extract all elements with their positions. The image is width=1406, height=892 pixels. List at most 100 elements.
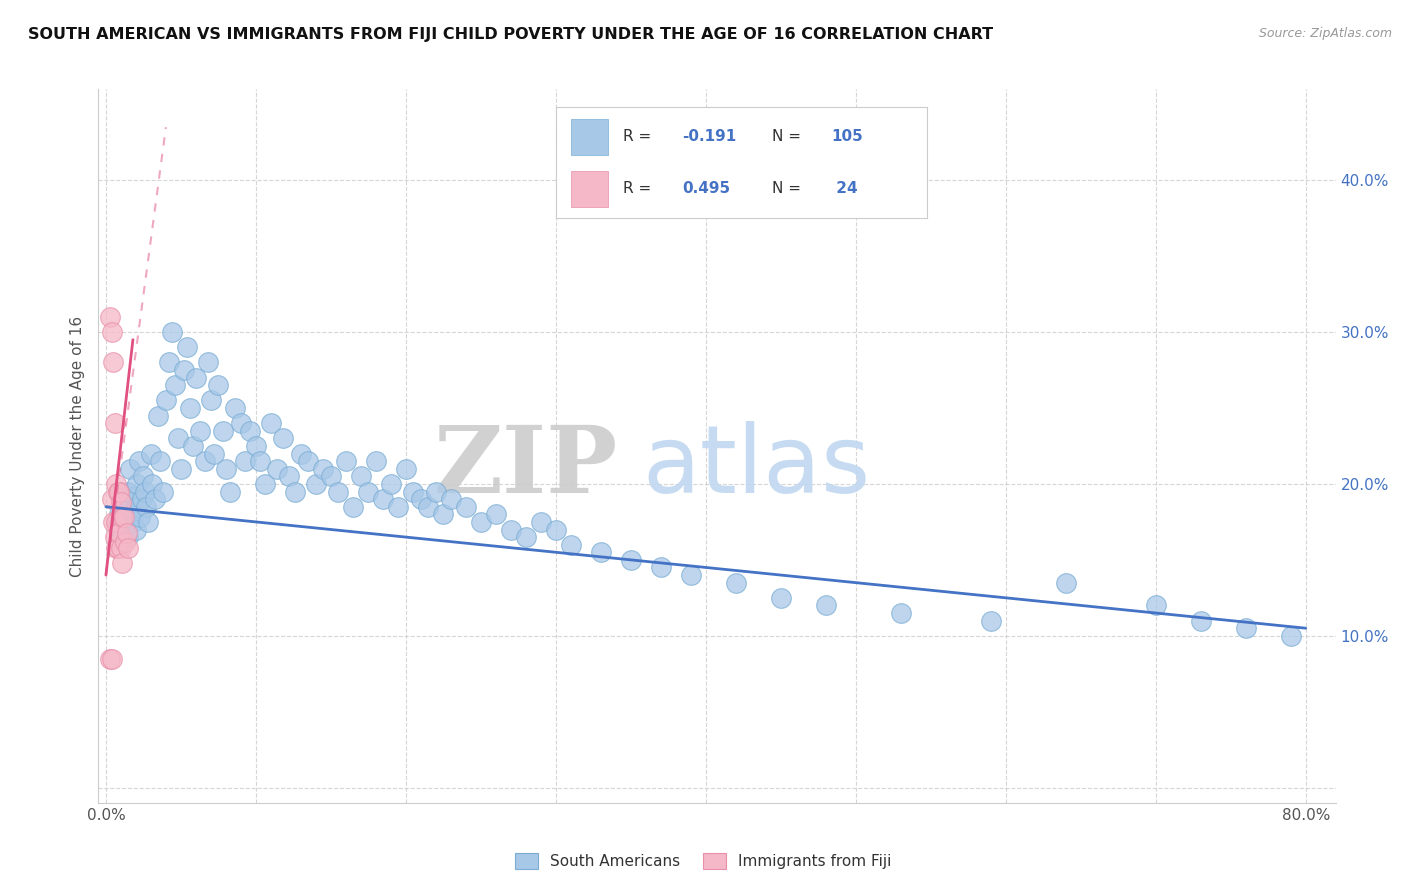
Point	[184, 370, 207, 384]
Point	[620, 553, 643, 567]
Point	[530, 515, 553, 529]
Point	[107, 541, 129, 555]
Point	[890, 606, 912, 620]
Point	[200, 393, 222, 408]
Point	[100, 310, 122, 324]
Point	[103, 355, 125, 369]
Point	[544, 523, 567, 537]
Point	[101, 325, 124, 339]
Point	[117, 484, 139, 499]
Point	[114, 534, 136, 549]
Point	[335, 454, 357, 468]
Point	[105, 515, 128, 529]
Point	[1054, 575, 1077, 590]
Text: atlas: atlas	[643, 421, 872, 514]
Point	[249, 454, 271, 468]
Point	[207, 378, 229, 392]
Point	[101, 651, 124, 665]
Point	[470, 515, 492, 529]
Point	[108, 525, 131, 540]
Point	[105, 541, 128, 555]
Point	[176, 340, 198, 354]
Point	[149, 454, 172, 468]
Point	[364, 454, 387, 468]
Point	[245, 439, 267, 453]
Point	[131, 492, 153, 507]
Point	[170, 462, 193, 476]
Point	[260, 416, 283, 430]
Point	[387, 500, 409, 514]
Point	[290, 447, 312, 461]
Point	[499, 523, 522, 537]
Point	[181, 439, 204, 453]
Y-axis label: Child Poverty Under the Age of 16: Child Poverty Under the Age of 16	[70, 316, 86, 576]
Point	[485, 508, 508, 522]
Point	[111, 519, 134, 533]
Point	[173, 363, 195, 377]
Point	[219, 484, 242, 499]
Point	[110, 495, 132, 509]
Point	[163, 378, 186, 392]
Point	[135, 500, 157, 514]
Point	[212, 424, 235, 438]
Point	[107, 484, 129, 499]
Point	[104, 416, 127, 430]
Point	[110, 530, 132, 544]
Point	[111, 510, 134, 524]
Point	[395, 462, 418, 476]
Point	[134, 484, 156, 499]
Text: ZIP: ZIP	[434, 423, 619, 512]
Point	[141, 477, 163, 491]
Point	[239, 424, 262, 438]
Point	[101, 492, 124, 507]
Point	[124, 489, 146, 503]
Point	[305, 477, 328, 491]
Point	[152, 484, 174, 499]
Point	[1189, 614, 1212, 628]
Point	[235, 454, 257, 468]
Point	[125, 500, 148, 514]
Point	[105, 477, 128, 491]
Point	[190, 424, 212, 438]
Point	[145, 492, 167, 507]
Point	[112, 510, 135, 524]
Point	[115, 525, 138, 540]
Point	[297, 454, 319, 468]
Point	[107, 515, 129, 529]
Point	[1279, 629, 1302, 643]
Point	[515, 530, 537, 544]
Point	[679, 568, 702, 582]
Point	[1234, 621, 1257, 635]
Point	[284, 484, 307, 499]
Point	[373, 492, 395, 507]
Point	[197, 355, 219, 369]
Point	[440, 492, 463, 507]
Point	[108, 508, 131, 522]
Point	[253, 477, 276, 491]
Point	[104, 530, 127, 544]
Point	[117, 541, 139, 555]
Point	[409, 492, 432, 507]
Point	[115, 510, 138, 524]
Point	[224, 401, 246, 415]
Point	[128, 454, 150, 468]
Point	[215, 462, 238, 476]
Point	[319, 469, 342, 483]
Point	[194, 454, 217, 468]
Point	[129, 510, 152, 524]
Point	[277, 469, 299, 483]
Point	[110, 484, 132, 499]
Point	[179, 401, 201, 415]
Point	[432, 508, 454, 522]
Point	[266, 462, 288, 476]
Point	[769, 591, 792, 605]
Point	[120, 495, 142, 509]
Point	[122, 515, 145, 529]
Point	[111, 556, 134, 570]
Point	[155, 393, 177, 408]
Point	[402, 484, 425, 499]
Point	[127, 477, 149, 491]
Point	[342, 500, 364, 514]
Point	[110, 541, 132, 555]
Point	[350, 469, 373, 483]
